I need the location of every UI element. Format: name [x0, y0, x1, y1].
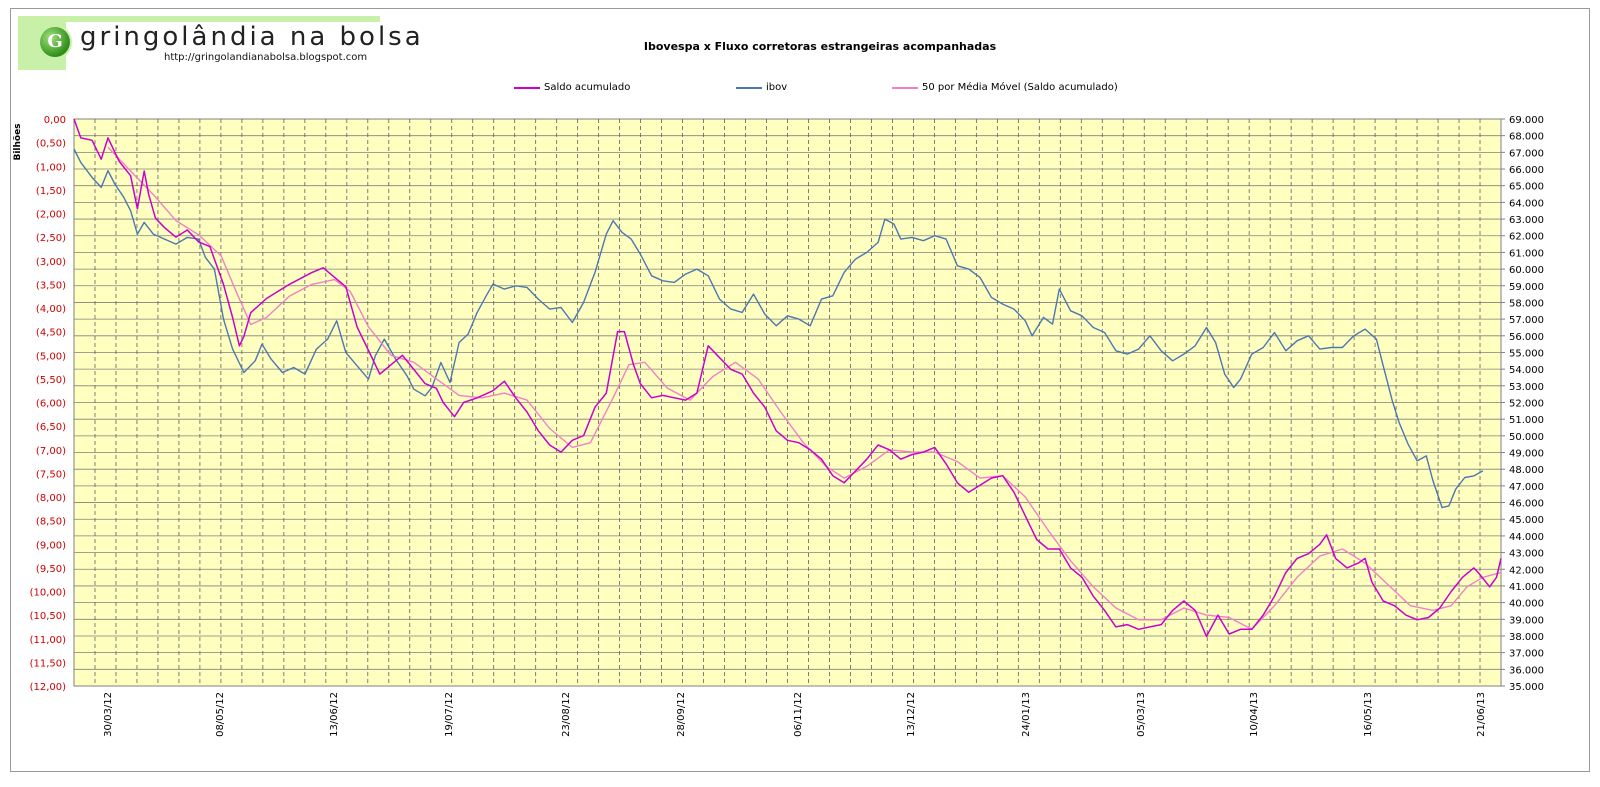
- logo-title: gringolândia na bolsa: [80, 22, 424, 52]
- y-left-tick-label: (11,00): [30, 635, 67, 646]
- y-left-tick-label: (12,00): [30, 682, 67, 693]
- y-left-tick-label: (2,00): [36, 210, 66, 221]
- y-right-tick-label: 65.000: [1509, 182, 1544, 193]
- y-right-tick-label: 45.000: [1509, 515, 1544, 526]
- y-right-tick-label: 55.000: [1509, 348, 1544, 359]
- x-tick-label: 24/01/13: [1021, 692, 1032, 737]
- y-right-tick-label: 36.000: [1509, 665, 1544, 676]
- y-left-tick-label: (11,50): [30, 658, 67, 669]
- y-right-tick-label: 54.000: [1509, 365, 1544, 376]
- y-right-tick-label: 46.000: [1509, 499, 1544, 510]
- y-right-tick-label: 52.000: [1509, 399, 1544, 410]
- y-right-tick-label: 47.000: [1509, 482, 1544, 493]
- logo-g-badge-icon: G: [40, 27, 70, 57]
- y-left-tick-label: (4,00): [36, 304, 66, 315]
- x-tick-label: 13/06/12: [329, 692, 340, 737]
- y-right-tick-label: 39.000: [1509, 615, 1544, 626]
- legend-label-mm50: 50 por Média Móvel (Saldo acumulado): [922, 82, 1118, 93]
- y-left-tick-label: (3,00): [36, 257, 66, 268]
- y-left-tick-label: (7,50): [36, 469, 66, 480]
- legend-item-saldo: Saldo acumulado: [514, 82, 630, 93]
- y-right-tick-label: 44.000: [1509, 532, 1544, 543]
- x-tick-label: 21/06/13: [1476, 692, 1487, 737]
- y-left-tick-label: (4,50): [36, 328, 66, 339]
- x-tick-label: 16/05/13: [1363, 692, 1374, 737]
- y-left-tick-label: (3,50): [36, 280, 66, 291]
- chart-title: Ibovespa x Fluxo corretoras estrangeiras…: [643, 40, 997, 53]
- x-tick-label: 19/07/12: [444, 692, 455, 737]
- y-left-tick-label: (5,50): [36, 375, 66, 386]
- y-right-tick-label: 58.000: [1509, 298, 1544, 309]
- y-right-tick-label: 48.000: [1509, 465, 1544, 476]
- y-left-tick-label: (2,50): [36, 233, 66, 244]
- y-right-tick-label: 68.000: [1509, 132, 1544, 143]
- y-right-tick-label: 64.000: [1509, 198, 1544, 209]
- y-left-tick-label: (1,50): [36, 186, 66, 197]
- x-tick-label: 10/04/13: [1249, 692, 1260, 737]
- y-left-tick-label: (6,00): [36, 399, 66, 410]
- x-tick-label: 23/08/12: [561, 692, 572, 737]
- series-line-ibov: [73, 148, 1484, 509]
- chart-legend: Saldo acumulado ibov 50 por Média Móvel …: [0, 82, 1600, 98]
- legend-swatch-mm50: [892, 86, 918, 89]
- x-tick-label: 13/12/12: [906, 692, 917, 737]
- y-right-tick-label: 41.000: [1509, 582, 1544, 593]
- legend-item-ibov: ibov: [736, 82, 787, 93]
- y-left-tick-label: (9,50): [36, 564, 66, 575]
- y-right-tick-label: 61.000: [1509, 248, 1544, 259]
- y-right-tick-label: 63.000: [1509, 215, 1544, 226]
- y-right-tick-label: 59.000: [1509, 282, 1544, 293]
- x-tick-label: 28/09/12: [676, 692, 687, 737]
- legend-swatch-ibov: [736, 86, 762, 89]
- y-left-tick-label: (10,50): [30, 611, 67, 622]
- y-right-tick-label: 38.000: [1509, 632, 1544, 643]
- y-right-tick-label: 57.000: [1509, 315, 1544, 326]
- series-line-saldo: [73, 118, 1502, 638]
- y-right-tick-label: 56.000: [1509, 332, 1544, 343]
- x-tick-label: 06/11/12: [793, 692, 804, 737]
- y-right-tick-label: 51.000: [1509, 415, 1544, 426]
- y-right-tick-label: 37.000: [1509, 649, 1544, 660]
- y-right-tick-label: 43.000: [1509, 549, 1544, 560]
- y-right-tick-label: 42.000: [1509, 565, 1544, 576]
- y-left-tick-label: (10,00): [30, 588, 67, 599]
- y-right-tick-label: 66.000: [1509, 165, 1544, 176]
- y-right-tick-label: 50.000: [1509, 432, 1544, 443]
- y-left-tick-label: (5,00): [36, 351, 66, 362]
- x-tick-label: 30/03/12: [103, 692, 114, 737]
- y-right-tick-label: 60.000: [1509, 265, 1544, 276]
- y-right-tick-label: 49.000: [1509, 449, 1544, 460]
- legend-item-mm50: 50 por Média Móvel (Saldo acumulado): [892, 82, 1118, 93]
- y-right-tick-label: 67.000: [1509, 148, 1544, 159]
- y-left-axis-title: Bilhões: [13, 123, 23, 160]
- logo-band: [18, 16, 380, 22]
- legend-label-saldo: Saldo acumulado: [544, 82, 631, 93]
- legend-label-ibov: ibov: [766, 82, 788, 93]
- y-right-tick-label: 62.000: [1509, 232, 1544, 243]
- y-left-tick-label: (8,00): [36, 493, 66, 504]
- blog-logo: G gringolândia na bolsa http://gringolan…: [18, 16, 421, 70]
- y-left-tick-label: (8,50): [36, 517, 66, 528]
- y-left-tick-label: (9,00): [36, 540, 66, 551]
- x-tick-label: 08/05/12: [215, 692, 226, 737]
- y-right-tick-label: 69.000: [1509, 115, 1544, 126]
- y-left-tick-label: (0,50): [36, 139, 66, 150]
- y-right-tick-label: 35.000: [1509, 682, 1544, 693]
- y-left-tick-label: 0,00: [44, 115, 66, 126]
- y-left-tick-label: (1,00): [36, 162, 66, 173]
- x-tick-label: 05/03/13: [1136, 692, 1147, 737]
- y-left-tick-label: (7,00): [36, 446, 66, 457]
- y-right-tick-label: 40.000: [1509, 599, 1544, 610]
- y-right-tick-label: 53.000: [1509, 382, 1544, 393]
- series-line-mm50: [107, 146, 1502, 630]
- y-left-tick-label: (6,50): [36, 422, 66, 433]
- logo-url: http://gringolandianabolsa.blogspot.com: [164, 52, 368, 63]
- legend-swatch-saldo: [514, 86, 540, 89]
